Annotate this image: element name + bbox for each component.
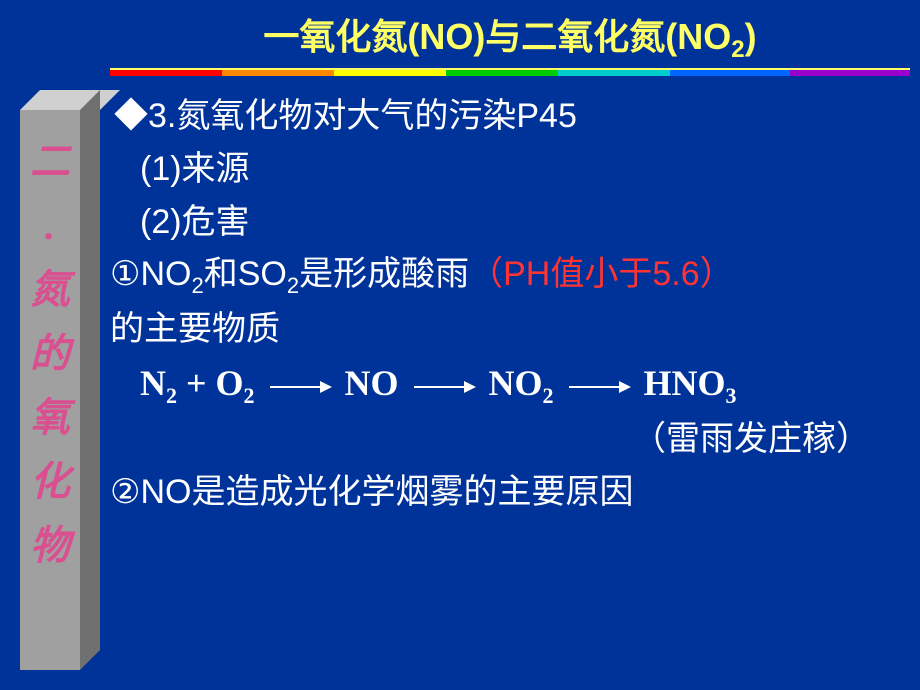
smog-line: ②NO是造成光化学烟雾的主要原因 [110,466,910,519]
title-underline [110,68,910,78]
sidebar-char: 化 [28,450,72,514]
sidebar-char: 二. [28,130,72,258]
bar-side-face [80,90,100,670]
sidebar-char: 的 [28,322,72,386]
rainbow-bar [110,70,910,76]
slide-title: 一氧化氮(NO)与二氧化氮(NO2) [110,8,910,64]
arrow-icon [270,386,330,388]
acid-rain-line: ①NO2和SO2是形成酸雨（PH值小于5.6） 的主要物质 [110,248,910,356]
ph-note: （PH值小于5.6） [469,255,734,293]
heading-3: ◆3.氮氧化物对大气的污染P45 [114,90,910,143]
slide-content: 一氧化氮(NO)与二氧化氮(NO2) ◆3.氮氧化物对大气的污染P45 (1)来… [110,8,910,518]
sidebar-char: 物 [28,514,72,578]
sidebar-vertical-text: 二. 氮 的 氧 化 物 [28,130,72,578]
subitem-harm: (2)危害 [140,196,910,249]
bar-top-face [20,90,120,110]
arrow-icon [569,386,629,388]
thunder-note: （雷雨发庄稼） [110,413,870,466]
sidebar-char: 氮 [28,258,72,322]
arrow-icon [414,386,474,388]
subitem-source: (1)来源 [140,143,910,196]
sidebar-char: 氧 [28,386,72,450]
reaction-equation: N2 + O2 NO NO2 HNO3 [140,356,910,413]
